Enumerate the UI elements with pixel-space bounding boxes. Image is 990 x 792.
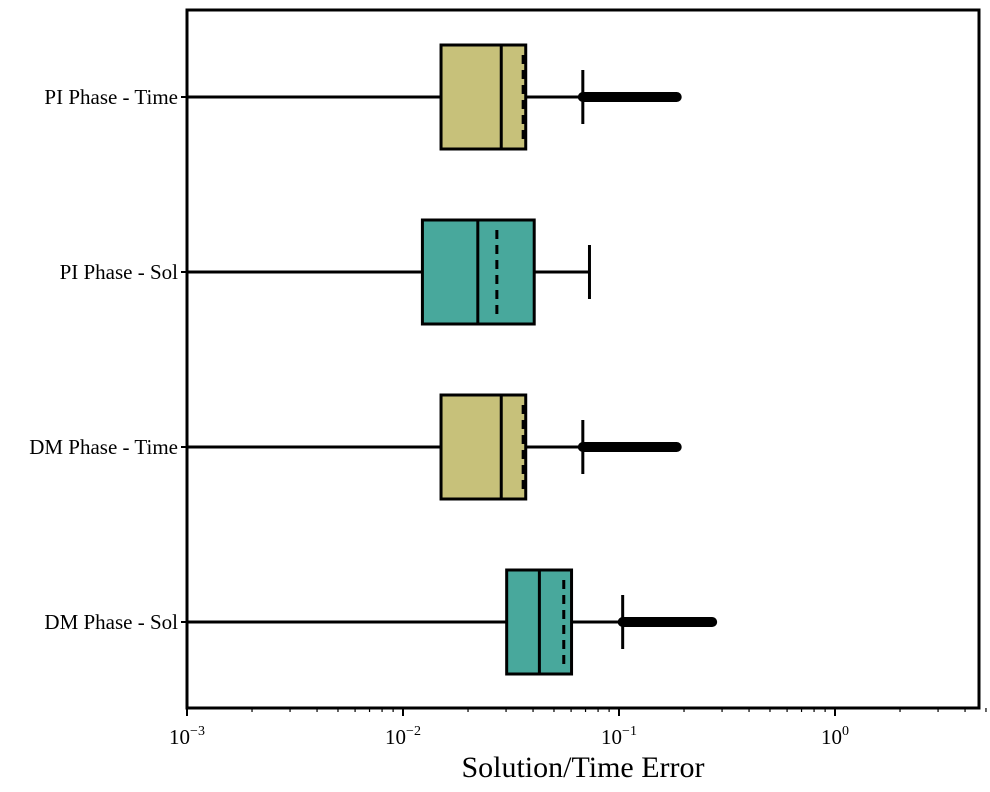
y-category-label: DM Phase - Sol [44,610,178,634]
box-series [187,393,682,501]
x-tick-label: 100 [821,724,849,749]
y-category-label: DM Phase - Time [29,435,178,459]
x-tick-label: 10−2 [385,724,421,749]
y-category-label: PI Phase - Time [44,85,178,109]
box-series [187,568,718,676]
y-category-label: PI Phase - Sol [60,260,179,284]
x-tick-label: 10−3 [169,724,205,749]
x-axis: 10−3 10−2 10−1 100 [169,708,987,749]
x-axis-title: Solution/Time Error [461,751,704,784]
boxes-layer [187,43,718,676]
iqr-box [439,43,528,151]
plot-frame [185,8,981,710]
x-tick-label: 10−1 [601,724,637,749]
iqr-box [439,393,528,501]
box-series [187,218,591,326]
box-series [187,43,682,151]
y-axis: PI Phase - Time PI Phase - Sol DM Phase - … [29,85,187,634]
